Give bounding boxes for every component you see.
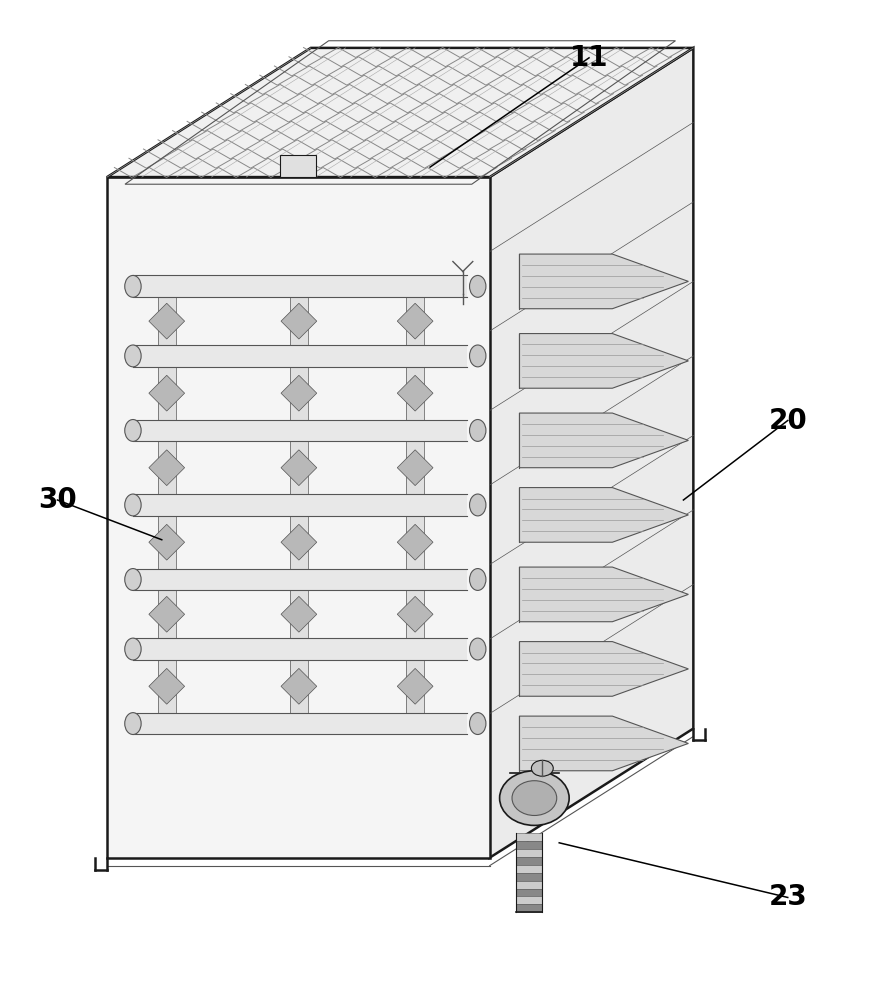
Polygon shape: [148, 450, 184, 486]
Ellipse shape: [470, 569, 486, 590]
Polygon shape: [158, 590, 175, 638]
Ellipse shape: [125, 569, 141, 590]
Polygon shape: [519, 254, 689, 309]
Polygon shape: [519, 413, 689, 468]
Polygon shape: [397, 596, 433, 632]
Polygon shape: [290, 516, 308, 569]
Polygon shape: [397, 375, 433, 411]
Polygon shape: [517, 865, 542, 873]
Polygon shape: [290, 441, 308, 494]
Ellipse shape: [470, 494, 486, 516]
Polygon shape: [158, 367, 175, 420]
Polygon shape: [148, 596, 184, 632]
Polygon shape: [406, 297, 424, 345]
Polygon shape: [290, 367, 308, 420]
Polygon shape: [406, 516, 424, 569]
Text: 11: 11: [570, 44, 608, 72]
Ellipse shape: [125, 713, 141, 734]
Ellipse shape: [499, 771, 569, 825]
Polygon shape: [517, 896, 542, 904]
Polygon shape: [133, 713, 467, 734]
Polygon shape: [517, 849, 542, 857]
Polygon shape: [133, 345, 467, 367]
Ellipse shape: [470, 713, 486, 734]
Polygon shape: [133, 275, 467, 297]
Text: 23: 23: [768, 883, 808, 911]
Ellipse shape: [470, 638, 486, 660]
Ellipse shape: [470, 420, 486, 441]
Polygon shape: [406, 367, 424, 420]
Polygon shape: [397, 450, 433, 486]
Ellipse shape: [125, 275, 141, 297]
Polygon shape: [406, 590, 424, 638]
Polygon shape: [517, 841, 542, 849]
Polygon shape: [148, 668, 184, 704]
Polygon shape: [133, 494, 467, 516]
Polygon shape: [133, 569, 467, 590]
Polygon shape: [397, 524, 433, 560]
Polygon shape: [406, 441, 424, 494]
Polygon shape: [133, 420, 467, 441]
Polygon shape: [290, 590, 308, 638]
Polygon shape: [519, 567, 689, 622]
Ellipse shape: [470, 275, 486, 297]
Polygon shape: [406, 660, 424, 713]
Polygon shape: [281, 524, 317, 560]
Polygon shape: [148, 375, 184, 411]
Ellipse shape: [125, 638, 141, 660]
Ellipse shape: [125, 345, 141, 367]
Polygon shape: [397, 303, 433, 339]
Polygon shape: [519, 642, 689, 696]
Text: 30: 30: [38, 486, 77, 514]
Polygon shape: [280, 155, 316, 177]
Polygon shape: [517, 881, 542, 889]
Polygon shape: [148, 303, 184, 339]
Polygon shape: [158, 660, 175, 713]
Polygon shape: [519, 488, 689, 542]
Polygon shape: [281, 375, 317, 411]
Ellipse shape: [125, 420, 141, 441]
Polygon shape: [148, 524, 184, 560]
Polygon shape: [517, 873, 542, 881]
Ellipse shape: [125, 494, 141, 516]
Polygon shape: [290, 660, 308, 713]
Polygon shape: [490, 48, 693, 858]
Polygon shape: [133, 638, 467, 660]
Ellipse shape: [512, 781, 557, 815]
Polygon shape: [517, 833, 542, 841]
Text: 20: 20: [768, 407, 808, 435]
Ellipse shape: [470, 345, 486, 367]
Polygon shape: [158, 516, 175, 569]
Polygon shape: [281, 450, 317, 486]
Polygon shape: [519, 716, 689, 771]
Ellipse shape: [532, 760, 553, 776]
Polygon shape: [397, 668, 433, 704]
Polygon shape: [107, 177, 490, 858]
Polygon shape: [281, 596, 317, 632]
Polygon shape: [517, 857, 542, 865]
Polygon shape: [281, 668, 317, 704]
Polygon shape: [107, 48, 693, 177]
Polygon shape: [158, 297, 175, 345]
Polygon shape: [517, 889, 542, 896]
Polygon shape: [281, 303, 317, 339]
Polygon shape: [519, 334, 689, 388]
Polygon shape: [290, 297, 308, 345]
Polygon shape: [517, 904, 542, 912]
Polygon shape: [158, 441, 175, 494]
